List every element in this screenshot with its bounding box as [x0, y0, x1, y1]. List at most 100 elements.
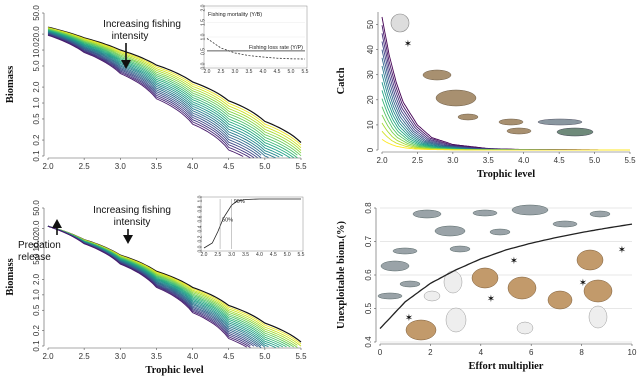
- fish-icon: [498, 118, 524, 126]
- panel2-axes: 2.0 2.5 3.0 3.5 4.0 4.5 5.0 5.5 0 10 20 30 40 50 Catch…: [336, 12, 636, 180]
- x-tick-label: 10: [628, 348, 637, 357]
- x-tick-label: 8: [579, 348, 584, 357]
- inset-x-tick: 2.5: [218, 69, 225, 75]
- fish-icon: [434, 225, 466, 237]
- starfish-icon: ✶: [405, 313, 413, 324]
- y-tick-label: 20.0: [32, 220, 41, 236]
- inset-x-tick: 2.5: [214, 252, 221, 258]
- inset-x-tick: 5.0: [288, 69, 295, 75]
- series-line: [47, 32, 262, 156]
- annotation-fishing-line-2: intensity: [114, 217, 151, 228]
- y-tick-label: 10.0: [32, 235, 41, 251]
- fish-icon: [377, 292, 403, 300]
- y-tick-label: 0.4: [364, 336, 373, 348]
- y-tick-label: 20.0: [32, 26, 41, 42]
- inset-y-tick: 1.0: [198, 195, 204, 202]
- x-tick-label: 2.5: [79, 162, 91, 171]
- y-tick-label: 5.0: [32, 60, 41, 72]
- series-line: [47, 29, 298, 156]
- x-axis-title: Trophic level: [477, 169, 535, 180]
- x-tick-label: 2.0: [42, 352, 54, 361]
- fish-icon: [380, 260, 410, 272]
- series-line: [381, 73, 630, 151]
- x-tick-label: 4.0: [518, 156, 530, 165]
- y-tick-label: 30: [366, 70, 375, 79]
- series-line: [47, 30, 291, 159]
- inset-x-tick: 3.5: [246, 69, 253, 75]
- x-tick-label: 5.5: [295, 162, 307, 171]
- inset-y-tick: 0.2: [198, 235, 204, 242]
- flatfish-icon: [507, 276, 537, 300]
- inset-label-loss: Fishing loss rate (Y/P): [249, 45, 303, 51]
- fish-icon: [412, 209, 442, 219]
- annotation-release-line-2: release: [18, 252, 51, 263]
- y-tick-label: 0.5: [32, 304, 41, 316]
- plankton-icon: [390, 13, 410, 33]
- x-tick-label: 4: [479, 348, 484, 357]
- inset-y-tick: 1.5: [201, 19, 207, 26]
- y-tick-label: 0.6: [364, 269, 373, 281]
- plankton-icon: [516, 321, 534, 335]
- x-tick-label: 6: [529, 348, 534, 357]
- panel2-organisms: ✶: [390, 13, 594, 137]
- y-tick-label: 1.0: [32, 97, 41, 109]
- series-line: [47, 27, 302, 146]
- fish-icon: [399, 280, 421, 288]
- panel4-organisms: ✶ ✶ ✶ ✶ ✶: [377, 204, 626, 341]
- x-tick-label: 4.5: [223, 352, 235, 361]
- annotation-release-arrowhead: [52, 219, 62, 228]
- x-tick-label: 3.5: [151, 162, 163, 171]
- inset-y-tick: 0.0: [198, 245, 204, 252]
- panel3-inset: 0.0 0.2 0.4 0.6 0.8 1.0 2.0 2.5 3.0 3.5 4.0 4.5 5.0 5…: [198, 195, 305, 258]
- flatfish-icon: [547, 290, 573, 310]
- series-line: [381, 41, 630, 151]
- inset-y-tick: 0.0: [201, 62, 207, 69]
- inset-x-tick: 2.0: [201, 252, 208, 258]
- y-tick-label: 50.0: [32, 5, 41, 21]
- y-axis-title: Biomass: [5, 66, 16, 103]
- fish-icon: [506, 127, 532, 135]
- series-line: [47, 28, 302, 151]
- y-tick-label: 10: [366, 120, 375, 129]
- annotation-line-2: intensity: [112, 31, 149, 42]
- x-tick-label: 2.0: [42, 162, 54, 171]
- flatfish-icon: [576, 249, 604, 271]
- inset-x-tick: 4.5: [274, 69, 281, 75]
- x-tick-label: 3.0: [115, 162, 127, 171]
- y-tick-label: 0.1: [32, 150, 41, 162]
- annotation-fishing-line-1: Increasing fishing: [93, 205, 171, 216]
- y-tick-label: 0.2: [32, 134, 41, 146]
- y-tick-label: 50: [366, 20, 375, 29]
- shark-icon: [537, 118, 583, 126]
- series-line: [47, 33, 262, 159]
- series-line: [47, 28, 302, 157]
- inset-y-tick: 0.8: [198, 205, 204, 212]
- x-axis-title: Trophic level: [145, 365, 203, 376]
- flatfish-icon: [583, 279, 613, 303]
- inset-x-tick: 5.5: [298, 252, 305, 258]
- fish-icon: [589, 210, 611, 218]
- y-tick-label: 2.0: [32, 81, 41, 93]
- flatfish-icon: [471, 267, 499, 289]
- x-tick-label: 3.5: [483, 156, 495, 165]
- series-line: [47, 30, 284, 157]
- series-line: [47, 31, 276, 159]
- inset-label-90: 90%: [234, 199, 245, 205]
- annotation-fishing-arrowhead: [123, 235, 133, 244]
- y-tick-label: 1.0: [32, 289, 41, 301]
- fish-icon: [489, 228, 511, 236]
- series-line: [47, 27, 302, 149]
- y-axis-title: Catch: [336, 67, 347, 94]
- fish-icon: [472, 209, 498, 217]
- series-line: [381, 16, 630, 151]
- inset-y-tick: 2.0: [201, 4, 207, 11]
- series-line: [47, 34, 244, 157]
- series-line: [47, 33, 255, 159]
- inset-x-tick: 3.5: [242, 252, 249, 258]
- fish-icon: [449, 245, 471, 253]
- plankton-icon: [423, 290, 441, 302]
- series-line: [47, 34, 251, 159]
- y-tick-label: 20: [366, 95, 375, 104]
- y-tick-label: 0.5: [364, 302, 373, 314]
